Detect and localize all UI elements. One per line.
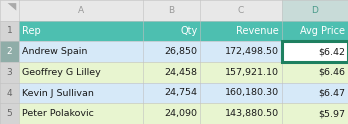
Bar: [19, 62, 143, 83]
Bar: [143, 41, 200, 62]
Text: A: A: [78, 6, 84, 15]
Text: Peter Polakovic: Peter Polakovic: [22, 109, 94, 118]
Text: $6.42: $6.42: [318, 47, 345, 56]
Bar: [200, 41, 282, 62]
Text: 2: 2: [7, 47, 13, 56]
Text: 143,880.50: 143,880.50: [225, 109, 279, 118]
Text: B: B: [168, 6, 174, 15]
Bar: [200, 21, 282, 41]
Text: $5.97: $5.97: [318, 109, 345, 118]
Bar: [200, 62, 282, 83]
Bar: [0, 62, 19, 83]
Text: 24,458: 24,458: [164, 68, 197, 77]
Text: $6.47: $6.47: [318, 89, 345, 97]
Text: 157,921.10: 157,921.10: [225, 68, 279, 77]
Bar: [200, 0, 282, 21]
Bar: [200, 103, 282, 124]
Bar: [143, 62, 200, 83]
Bar: [19, 103, 143, 124]
Text: 26,850: 26,850: [164, 47, 197, 56]
Text: 5: 5: [7, 109, 13, 118]
Bar: [19, 83, 143, 103]
Text: Geoffrey G Lilley: Geoffrey G Lilley: [22, 68, 101, 77]
Text: 172,498.50: 172,498.50: [225, 47, 279, 56]
Text: Andrew Spain: Andrew Spain: [22, 47, 87, 56]
Polygon shape: [8, 3, 16, 11]
Bar: [200, 83, 282, 103]
Text: 4: 4: [7, 89, 13, 97]
Text: 1: 1: [7, 27, 13, 35]
Bar: [282, 103, 348, 124]
Bar: [143, 0, 200, 21]
Bar: [282, 62, 348, 83]
Bar: [282, 41, 348, 62]
Bar: [0, 41, 19, 62]
Text: 24,090: 24,090: [164, 109, 197, 118]
Bar: [143, 103, 200, 124]
Bar: [282, 0, 348, 21]
Bar: [19, 0, 143, 21]
Bar: [0, 0, 19, 21]
Bar: [143, 21, 200, 41]
Bar: [19, 21, 143, 41]
Text: Kevin J Sullivan: Kevin J Sullivan: [22, 89, 94, 97]
Text: 160,180.30: 160,180.30: [225, 89, 279, 97]
Bar: [143, 83, 200, 103]
Bar: [0, 103, 19, 124]
Text: C: C: [238, 6, 244, 15]
Text: $6.46: $6.46: [318, 68, 345, 77]
Bar: [19, 41, 143, 62]
Bar: [0, 83, 19, 103]
Bar: [282, 21, 348, 41]
Text: 24,754: 24,754: [164, 89, 197, 97]
Text: D: D: [311, 6, 318, 15]
Bar: [0, 21, 19, 41]
Text: 3: 3: [7, 68, 13, 77]
Text: Qty: Qty: [180, 26, 197, 36]
Text: Rep: Rep: [22, 26, 41, 36]
Text: Revenue: Revenue: [236, 26, 279, 36]
Text: Avg Price: Avg Price: [300, 26, 345, 36]
Bar: [282, 41, 348, 62]
Bar: [282, 83, 348, 103]
